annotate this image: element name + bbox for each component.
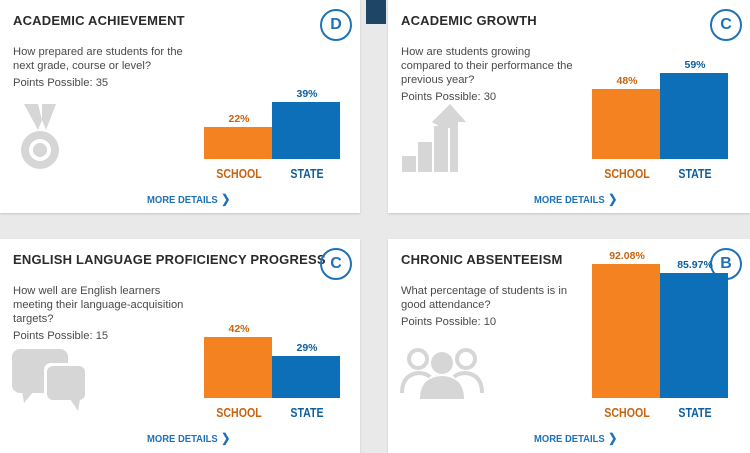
- card-english-language-proficiency: ENGLISH LANGUAGE PROFICIENCY PROGRESS C …: [0, 239, 360, 453]
- card-title: ACADEMIC ACHIEVEMENT: [13, 13, 185, 28]
- state-bar: [272, 102, 340, 159]
- more-details-label: MORE DETAILS: [534, 433, 605, 445]
- state-value-label: 29%: [296, 342, 318, 354]
- school-bar: [204, 127, 272, 159]
- more-details-label: MORE DETAILS: [534, 194, 605, 206]
- more-details-label: MORE DETAILS: [147, 433, 218, 445]
- state-bar: [660, 73, 728, 159]
- state-bar: [660, 273, 728, 398]
- points-possible: Points Possible: 30: [401, 91, 497, 103]
- state-bar: [272, 356, 340, 398]
- state-category-label: STATE: [290, 167, 324, 181]
- question-text: How well are English learners meeting th…: [13, 285, 184, 325]
- card-academic-growth: ACADEMIC GROWTH C How are students growi…: [388, 0, 750, 213]
- school-value-label: 22%: [228, 113, 250, 125]
- question-text: How prepared are students for the next g…: [13, 46, 183, 72]
- state-value-label: 59%: [684, 59, 706, 71]
- school-value-label: 42%: [228, 323, 250, 335]
- school-category-label: SCHOOL: [216, 167, 262, 181]
- more-details-label: MORE DETAILS: [147, 194, 218, 206]
- card-title: ACADEMIC GROWTH: [401, 13, 537, 28]
- state-value-label: 85.97%: [677, 259, 713, 271]
- card-question: How well are English learners meeting th…: [13, 284, 188, 343]
- more-details-link[interactable]: MORE DETAILS ❯: [147, 431, 230, 445]
- speech-bubbles-icon: [12, 349, 86, 411]
- chevron-right-icon: ❯: [221, 431, 231, 445]
- school-value-label: 92.08%: [609, 250, 645, 262]
- more-details-link[interactable]: MORE DETAILS ❯: [534, 192, 617, 206]
- chevron-right-icon: ❯: [221, 192, 231, 206]
- people-group-icon: [400, 348, 484, 399]
- state-category-label: STATE: [678, 406, 712, 420]
- card-title: ENGLISH LANGUAGE PROFICIENCY PROGRESS: [13, 252, 326, 267]
- school-value-label: 48%: [616, 75, 638, 87]
- card-question: How prepared are students for the next g…: [13, 45, 188, 90]
- chevron-right-icon: ❯: [608, 192, 618, 206]
- header-strip: [366, 0, 386, 24]
- state-category-label: STATE: [678, 167, 712, 181]
- grade-badge: C: [320, 248, 352, 280]
- more-details-link[interactable]: MORE DETAILS ❯: [147, 192, 230, 206]
- medal-icon: [21, 104, 59, 169]
- school-bar: [204, 337, 272, 398]
- growth-arrow-icon: [402, 104, 466, 172]
- card-question: What percentage of students is in good a…: [401, 284, 576, 329]
- more-details-link[interactable]: MORE DETAILS ❯: [534, 431, 617, 445]
- points-possible: Points Possible: 10: [401, 316, 497, 328]
- school-category-label: SCHOOL: [604, 167, 650, 181]
- points-possible: Points Possible: 15: [13, 330, 109, 342]
- school-category-label: SCHOOL: [604, 406, 650, 420]
- school-bar: [592, 89, 660, 159]
- card-academic-achievement: ACADEMIC ACHIEVEMENT D How prepared are …: [0, 0, 360, 213]
- question-text: What percentage of students is in good a…: [401, 285, 568, 311]
- grade-badge: C: [710, 9, 742, 41]
- school-category-label: SCHOOL: [216, 406, 262, 420]
- points-possible: Points Possible: 35: [13, 77, 109, 89]
- state-value-label: 39%: [296, 88, 318, 100]
- school-bar: [592, 264, 660, 398]
- chevron-right-icon: ❯: [608, 431, 618, 445]
- card-title: CHRONIC ABSENTEEISM: [401, 252, 563, 267]
- card-question: How are students growing compared to the…: [401, 45, 576, 104]
- question-text: How are students growing compared to the…: [401, 46, 573, 86]
- state-category-label: STATE: [290, 406, 324, 420]
- grade-badge: D: [320, 9, 352, 41]
- card-chronic-absenteeism: CHRONIC ABSENTEEISM B What percentage of…: [388, 239, 750, 453]
